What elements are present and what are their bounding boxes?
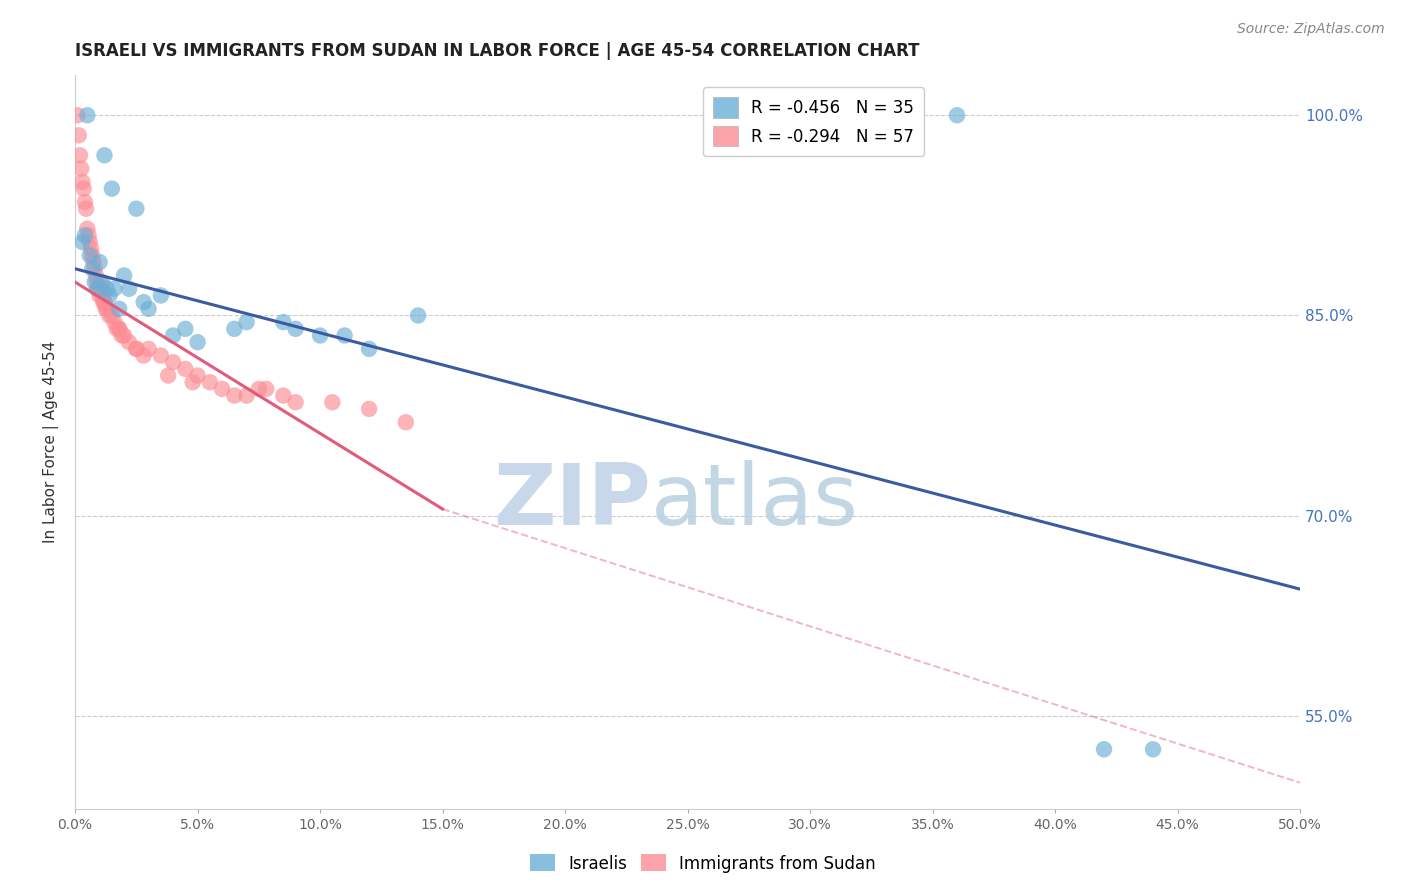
Point xyxy=(198,375,221,389)
Point xyxy=(91,288,114,302)
Point xyxy=(1142,742,1164,756)
Point xyxy=(103,282,125,296)
Point xyxy=(89,275,111,289)
Point xyxy=(86,282,108,296)
Point xyxy=(101,182,124,196)
Point xyxy=(93,295,115,310)
Point xyxy=(132,349,155,363)
Point xyxy=(112,268,135,283)
Point xyxy=(82,261,104,276)
Point xyxy=(70,161,93,176)
Point xyxy=(138,301,160,316)
Point xyxy=(273,388,295,402)
Point xyxy=(91,275,114,289)
Point xyxy=(112,328,135,343)
Point xyxy=(224,388,246,402)
Point xyxy=(254,382,277,396)
Point xyxy=(82,248,104,262)
Point xyxy=(187,335,209,350)
Point xyxy=(946,108,969,122)
Point xyxy=(108,301,131,316)
Point xyxy=(357,342,380,356)
Point xyxy=(98,288,121,302)
Point xyxy=(321,395,343,409)
Point xyxy=(187,368,209,383)
Point xyxy=(247,382,270,396)
Legend: R = -0.456   N = 35, R = -0.294   N = 57: R = -0.456 N = 35, R = -0.294 N = 57 xyxy=(703,87,924,156)
Point xyxy=(73,194,96,209)
Point xyxy=(89,288,111,302)
Point xyxy=(181,375,204,389)
Point xyxy=(273,315,295,329)
Point xyxy=(93,148,115,162)
Point xyxy=(96,301,118,316)
Point xyxy=(96,282,118,296)
Point xyxy=(149,349,172,363)
Point xyxy=(224,322,246,336)
Point xyxy=(174,322,197,336)
Y-axis label: In Labor Force | Age 45-54: In Labor Force | Age 45-54 xyxy=(44,341,59,543)
Point xyxy=(103,315,125,329)
Point xyxy=(84,268,107,283)
Point xyxy=(118,335,141,350)
Point xyxy=(73,182,96,196)
Point xyxy=(77,228,100,243)
Point xyxy=(235,388,257,402)
Point xyxy=(108,322,131,336)
Point xyxy=(73,228,96,243)
Point xyxy=(79,248,101,262)
Point xyxy=(357,401,380,416)
Point xyxy=(76,221,98,235)
Point xyxy=(75,202,97,216)
Point xyxy=(211,382,233,396)
Text: atlas: atlas xyxy=(651,459,859,542)
Text: Source: ZipAtlas.com: Source: ZipAtlas.com xyxy=(1237,22,1385,37)
Point xyxy=(82,255,104,269)
Point xyxy=(83,275,105,289)
Point xyxy=(162,355,184,369)
Point xyxy=(284,322,307,336)
Point xyxy=(80,242,103,256)
Point xyxy=(284,395,307,409)
Point xyxy=(125,342,148,356)
Point xyxy=(89,255,111,269)
Point xyxy=(94,301,117,316)
Point xyxy=(309,328,332,343)
Point xyxy=(67,128,90,143)
Point xyxy=(138,342,160,356)
Point xyxy=(72,235,94,249)
Text: ISRAELI VS IMMIGRANTS FROM SUDAN IN LABOR FORCE | AGE 45-54 CORRELATION CHART: ISRAELI VS IMMIGRANTS FROM SUDAN IN LABO… xyxy=(75,42,920,60)
Point xyxy=(118,282,141,296)
Point xyxy=(101,309,124,323)
Point xyxy=(66,108,89,122)
Point xyxy=(108,322,131,336)
Point xyxy=(105,322,128,336)
Point xyxy=(174,362,197,376)
Point xyxy=(162,328,184,343)
Point xyxy=(1092,742,1115,756)
Point xyxy=(87,282,110,296)
Point xyxy=(395,415,418,429)
Point xyxy=(98,309,121,323)
Point xyxy=(406,309,429,323)
Point xyxy=(111,328,134,343)
Legend: Israelis, Immigrants from Sudan: Israelis, Immigrants from Sudan xyxy=(523,847,883,880)
Point xyxy=(69,148,91,162)
Point xyxy=(76,108,98,122)
Point xyxy=(235,315,257,329)
Text: ZIP: ZIP xyxy=(494,459,651,542)
Point xyxy=(79,235,101,249)
Point xyxy=(132,295,155,310)
Point xyxy=(125,342,148,356)
Point xyxy=(86,275,108,289)
Point xyxy=(93,295,115,310)
Point xyxy=(72,175,94,189)
Point xyxy=(157,368,180,383)
Point xyxy=(91,295,114,310)
Point xyxy=(149,288,172,302)
Point xyxy=(125,202,148,216)
Point xyxy=(83,261,105,276)
Point xyxy=(90,282,112,296)
Point xyxy=(333,328,356,343)
